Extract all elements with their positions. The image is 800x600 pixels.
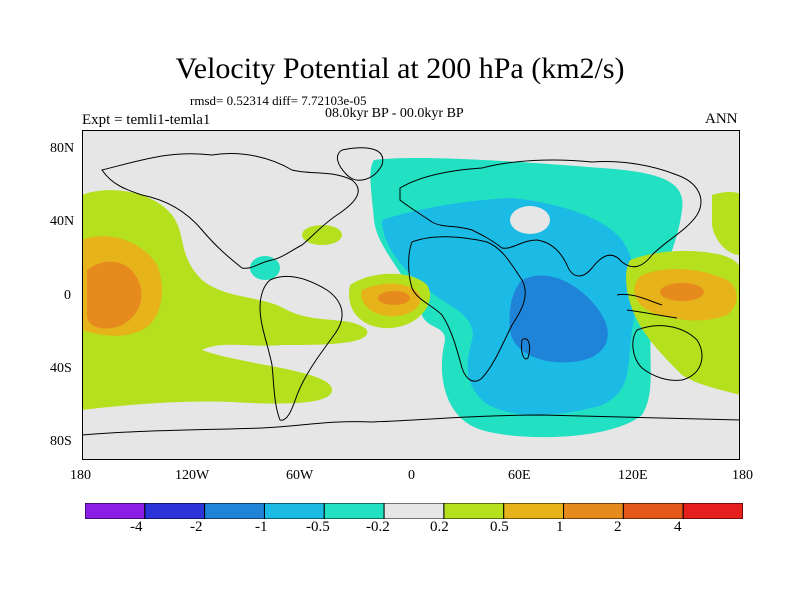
lon-label: 60E [508,468,531,483]
lon-label: 0 [408,468,415,483]
contour-negative-strong [509,275,608,363]
lon-label: 180 [732,468,753,483]
colorbar-label: -4 [130,519,143,535]
colorbar-label: -2 [190,519,203,535]
colorbar-label: 4 [674,519,682,535]
coastlines [82,147,740,436]
lat-label: 80N [50,141,75,156]
coast-indonesia [616,293,678,319]
colorbar-label: 2 [614,519,622,535]
colorbar-swatch [85,503,146,519]
period-label: 08.0kyr BP - 00.0kyr BP [325,106,464,121]
contour-positive-weak-north-america [302,225,342,245]
season-label: ANN [705,111,738,127]
colorbar-label: 0.5 [490,519,509,535]
coast-africa [408,236,526,382]
colorbar [85,503,743,519]
contour-positive-strong-west-pacific [660,283,704,301]
colorbar-swatch [263,503,325,519]
lon-label: 120W [175,468,210,483]
colorbar-label: 0.2 [430,519,449,535]
colorbar-swatch [443,503,505,519]
contour-positive-strong-pacific [87,261,142,329]
coast-south-america [259,275,343,421]
lon-label: 180 [70,468,91,483]
lon-label: 60W [286,468,314,483]
contour-positive-strong-atlantic [378,291,410,305]
colorbar-swatch [622,503,684,519]
lat-label: 80S [50,434,72,449]
coast-eurasia [399,159,702,277]
lat-label: 0 [64,288,71,303]
contour-positive-weak-northeast [712,191,740,255]
coast-greenland [336,147,384,181]
experiment-label: Expt = temli1-temla1 [82,112,211,128]
coast-madagascar [521,338,531,360]
stats-line: rmsd= 0.52314 diff= 7.72103e-05 [190,93,367,108]
lat-label: 40S [50,361,72,376]
coast-australia [632,325,703,381]
colorbar-label: -0.2 [366,519,390,535]
contour-gap-central-asia [510,206,550,234]
plot-title: Velocity Potential at 200 hPa (km2/s) [175,52,625,85]
colorbar-swatch [563,503,624,519]
colorbar-swatch [323,503,385,519]
colorbar-swatch [503,503,565,519]
lon-label: 120E [618,468,648,483]
contour-positive-moderate-pacific-small [289,322,325,334]
contour-negative-caribbean [250,256,280,280]
velocity-potential-map [82,130,740,460]
colorbar-swatch [383,503,445,519]
colorbar-swatch [204,503,265,519]
coast-antarctica [82,414,740,436]
colorbar-label: -0.5 [306,519,330,535]
coast-north-america [101,152,359,269]
colorbar-label: 1 [556,519,564,535]
colorbar-label: -1 [255,519,268,535]
map-frame [82,130,740,460]
colorbar-swatch [682,503,743,519]
lat-label: 40N [50,214,75,229]
contour-positive-weak-pacific [82,190,368,410]
colorbar-swatch [144,503,206,519]
